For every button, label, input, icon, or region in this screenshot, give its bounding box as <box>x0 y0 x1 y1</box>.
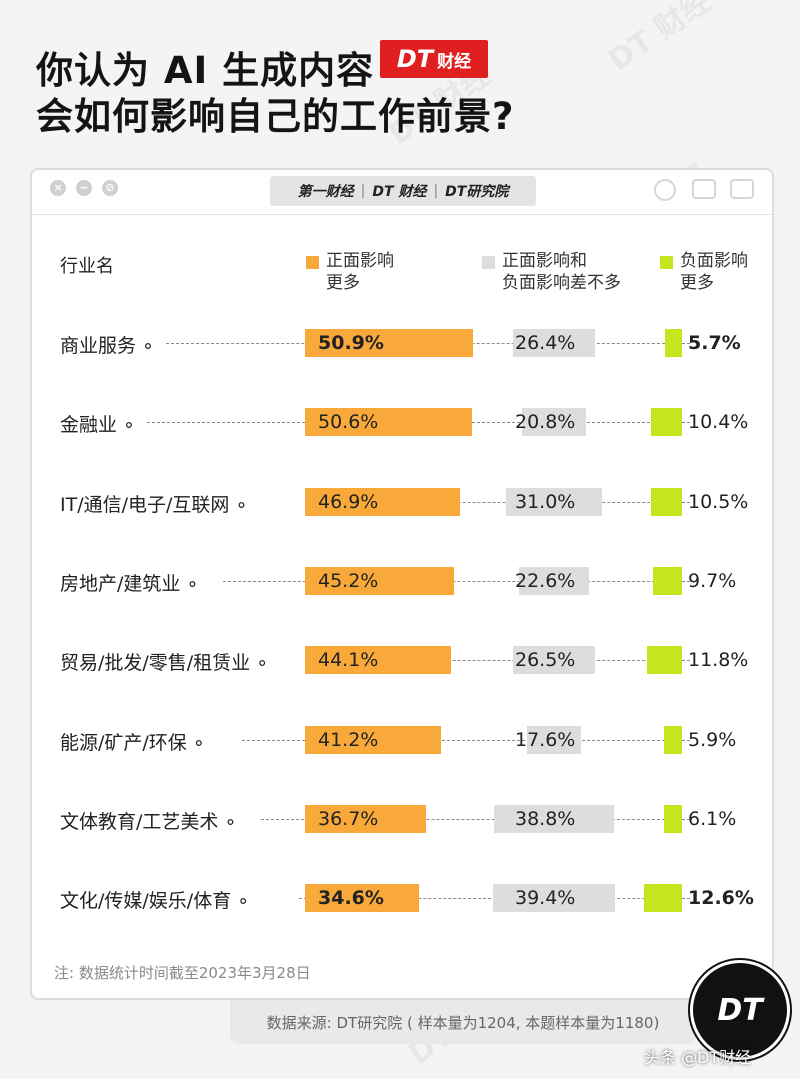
bar-negative <box>664 329 682 357</box>
platform-credit: 头条 @DT财经 <box>644 1048 752 1067</box>
legend-negative: 负面影响 更多 <box>680 250 748 294</box>
bar-positive <box>305 646 451 675</box>
category-label: 商业服务 ∘ <box>60 335 154 357</box>
bar-negative <box>663 804 682 833</box>
bar-negative <box>650 487 682 516</box>
bar-positive <box>305 804 427 833</box>
value-label-positive: 34.6% <box>318 887 384 910</box>
leader-line <box>242 739 690 741</box>
dt-logo: DT <box>690 960 790 1060</box>
category-label: 贸易/批发/零售/租赁业 ∘ <box>60 652 269 675</box>
bar-positive <box>305 487 460 516</box>
bar-negative <box>652 566 682 595</box>
brand-separator: | <box>360 183 366 199</box>
bar-neutral <box>493 804 615 833</box>
bar-neutral <box>526 725 582 754</box>
value-label-negative: 11.8% <box>688 649 749 672</box>
value-label-negative: 5.7% <box>688 332 741 354</box>
legend-negative-line1: 负面影响 <box>680 251 748 271</box>
legend-positive-line2: 更多 <box>326 273 360 293</box>
value-label-negative: 5.9% <box>688 728 737 751</box>
value-label-neutral: 26.4% <box>515 332 576 354</box>
brand-dt-institute: DT研究院 <box>445 184 509 200</box>
value-label-positive: 44.1% <box>318 649 379 672</box>
value-label-neutral: 22.6% <box>515 569 576 592</box>
value-label-negative: 6.1% <box>688 807 737 830</box>
chart-title-line-2: 会如何影响自己的工作前景? <box>36 95 515 138</box>
bar-neutral <box>512 646 596 675</box>
data-source: 数据来源: DT研究院 ( 样本量为1204, 本题样本量为1180) <box>230 1000 696 1044</box>
value-label-negative: 10.4% <box>688 411 749 434</box>
category-label: 能源/矿产/环保 ∘ <box>60 731 205 754</box>
brand-dt-caijing: DT 财经 <box>372 184 427 200</box>
legend-positive-line1: 正面影响 <box>326 251 394 271</box>
minimize-icon[interactable]: − <box>76 180 92 196</box>
value-label-positive: 46.9% <box>318 490 379 513</box>
value-label-neutral: 31.0% <box>515 490 576 513</box>
bar-negative <box>644 884 682 913</box>
value-label-positive: 41.2% <box>318 728 379 751</box>
category-label: 房地产/建筑业 ∘ <box>60 572 199 595</box>
home-icon[interactable] <box>692 179 716 199</box>
watermark-text: DT 财经 <box>602 0 718 79</box>
window-topbar: × − ⊘ 第一财经 | DT 财经 | DT研究院 <box>32 170 772 215</box>
leader-line <box>223 580 690 582</box>
window-copy-icon[interactable] <box>730 179 754 199</box>
leader-line <box>261 818 690 820</box>
bar-positive <box>305 408 472 437</box>
value-label-positive: 50.6% <box>318 411 379 434</box>
category-label: 文化/传媒/娱乐/体育 ∘ <box>60 890 250 913</box>
category-label: 文体教育/工艺美术 ∘ <box>60 810 237 833</box>
block-icon[interactable]: ⊘ <box>102 180 118 196</box>
footnote: 注: 数据统计时间截至2023年3月28日 <box>54 964 311 982</box>
value-label-neutral: 39.4% <box>515 887 576 910</box>
brand-separator: | <box>433 183 439 199</box>
legend-swatch-neutral <box>482 256 495 269</box>
bar-negative <box>646 646 682 675</box>
legend-neutral-line1: 正面影响和 <box>502 251 587 271</box>
leader-line <box>318 660 690 662</box>
bar-positive <box>305 329 473 357</box>
bar-neutral <box>518 566 590 595</box>
bar-neutral <box>505 487 603 516</box>
badge-caijing-text: 财经 <box>437 51 472 72</box>
badge-dt-text: DT <box>396 45 434 73</box>
value-label-positive: 36.7% <box>318 807 379 830</box>
legend-neutral: 正面影响和 负面影响差不多 <box>502 250 621 294</box>
value-label-neutral: 38.8% <box>515 807 576 830</box>
value-label-neutral: 17.6% <box>515 728 576 751</box>
legend-positive: 正面影响 更多 <box>326 250 394 294</box>
record-icon[interactable] <box>654 179 676 201</box>
value-label-positive: 50.9% <box>318 332 384 354</box>
value-label-negative: 9.7% <box>688 569 737 592</box>
bar-positive <box>305 566 455 595</box>
leader-line <box>318 501 690 503</box>
brand-strip: 第一财经 | DT 财经 | DT研究院 <box>270 176 536 206</box>
value-label-neutral: 26.5% <box>515 649 576 672</box>
value-label-neutral: 20.8% <box>515 411 576 434</box>
bar-negative <box>650 408 682 437</box>
legend-neutral-line2: 负面影响差不多 <box>502 273 621 293</box>
bar-positive <box>305 725 441 754</box>
bar-neutral <box>521 408 587 437</box>
column-header-industry: 行业名 <box>60 256 114 277</box>
category-label: IT/通信/电子/互联网 ∘ <box>60 493 248 516</box>
category-label: 金融业 ∘ <box>60 414 135 437</box>
chart-card: × − ⊘ 第一财经 | DT 财经 | DT研究院 行业名 正面影响 更多 正… <box>30 168 774 1000</box>
legend-swatch-positive <box>306 256 319 269</box>
legend-swatch-negative <box>660 256 673 269</box>
close-icon[interactable]: × <box>50 180 66 196</box>
legend-negative-line2: 更多 <box>680 273 714 293</box>
bar-neutral <box>492 884 616 913</box>
bar-negative <box>664 725 682 754</box>
brand-yicai: 第一财经 <box>297 184 354 200</box>
value-label-positive: 45.2% <box>318 569 379 592</box>
dt-caijing-badge: DT 财经 <box>380 40 488 78</box>
bar-neutral <box>513 329 595 357</box>
bar-positive <box>305 884 420 913</box>
value-label-negative: 12.6% <box>688 887 754 910</box>
chart-title-line-1: 你认为 AI 生成内容 <box>36 49 375 92</box>
value-label-negative: 10.5% <box>688 490 749 513</box>
